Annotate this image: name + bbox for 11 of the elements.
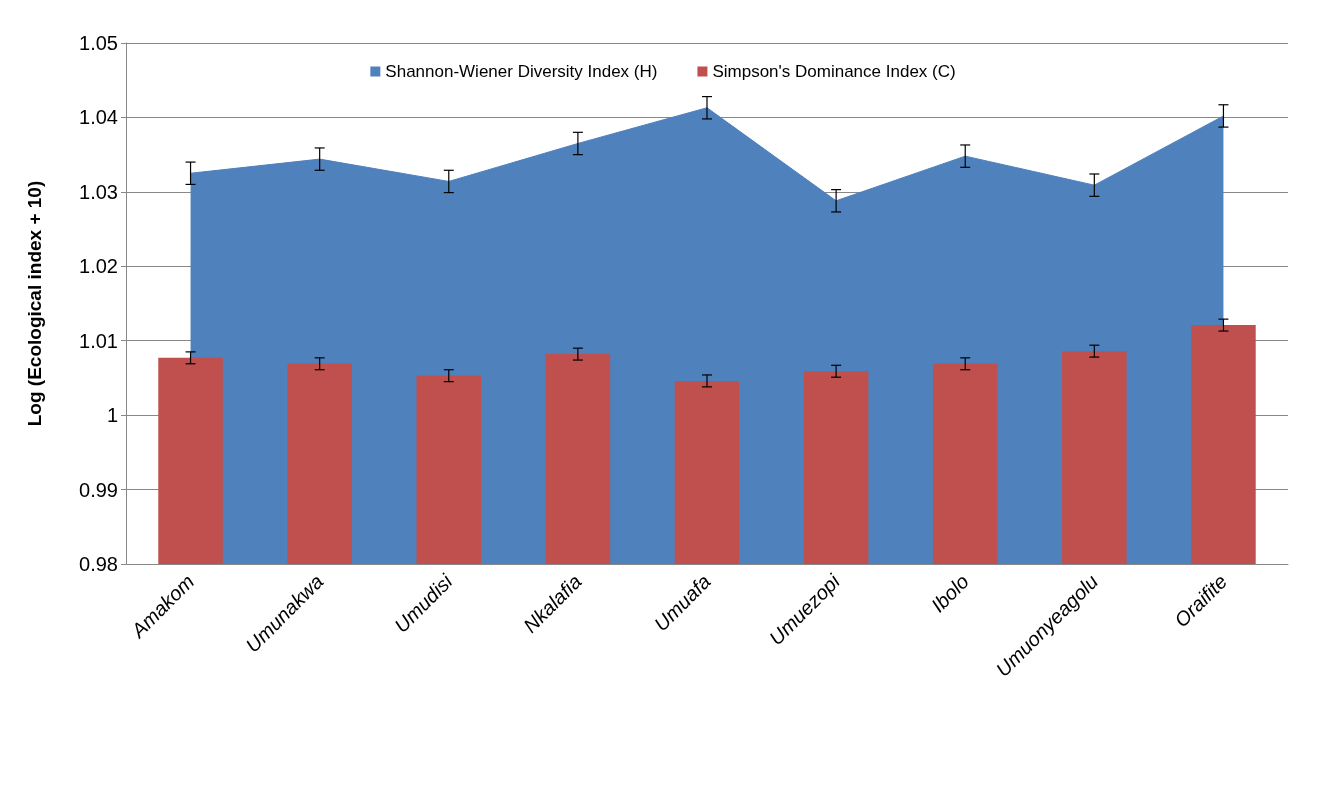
y-tick-label: 0.99 [79, 478, 118, 501]
y-axis-title: Log (Ecological index + 10) [24, 180, 45, 427]
legend-label: Simpson's Dominance Index (C) [712, 62, 956, 81]
legend-label: Shannon-Wiener Diversity Index (H) [385, 62, 658, 81]
y-tick-label: 1.01 [79, 329, 118, 352]
y-tick-label: 1.02 [79, 255, 118, 278]
y-tick-label: 1 [106, 404, 118, 427]
y-tick-label: 1.05 [79, 32, 118, 54]
y-tick-label: 1.03 [79, 180, 118, 203]
y-tick-label: 0.98 [79, 553, 118, 575]
y-tick-label: 1.04 [79, 106, 118, 129]
